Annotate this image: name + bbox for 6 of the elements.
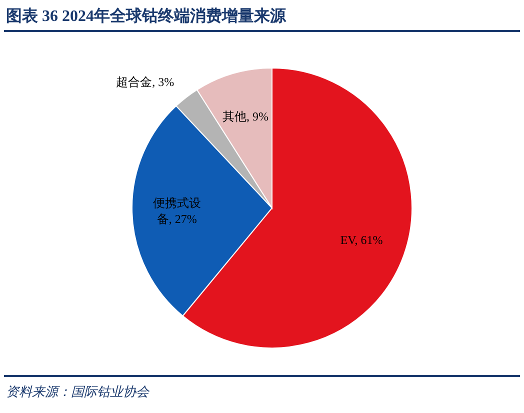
slice-label: 其他, 9% [222, 110, 268, 124]
slice-label: 超合金, 3% [116, 74, 174, 89]
slice-label: 便携式设备, 27% [152, 196, 201, 226]
text: 资料来源：国际钴业协会 [6, 384, 150, 399]
chart-title: 图表 36 2024年全球钴终端消费增量来源 [6, 7, 287, 25]
slice-label: EV, 61% [340, 233, 383, 248]
